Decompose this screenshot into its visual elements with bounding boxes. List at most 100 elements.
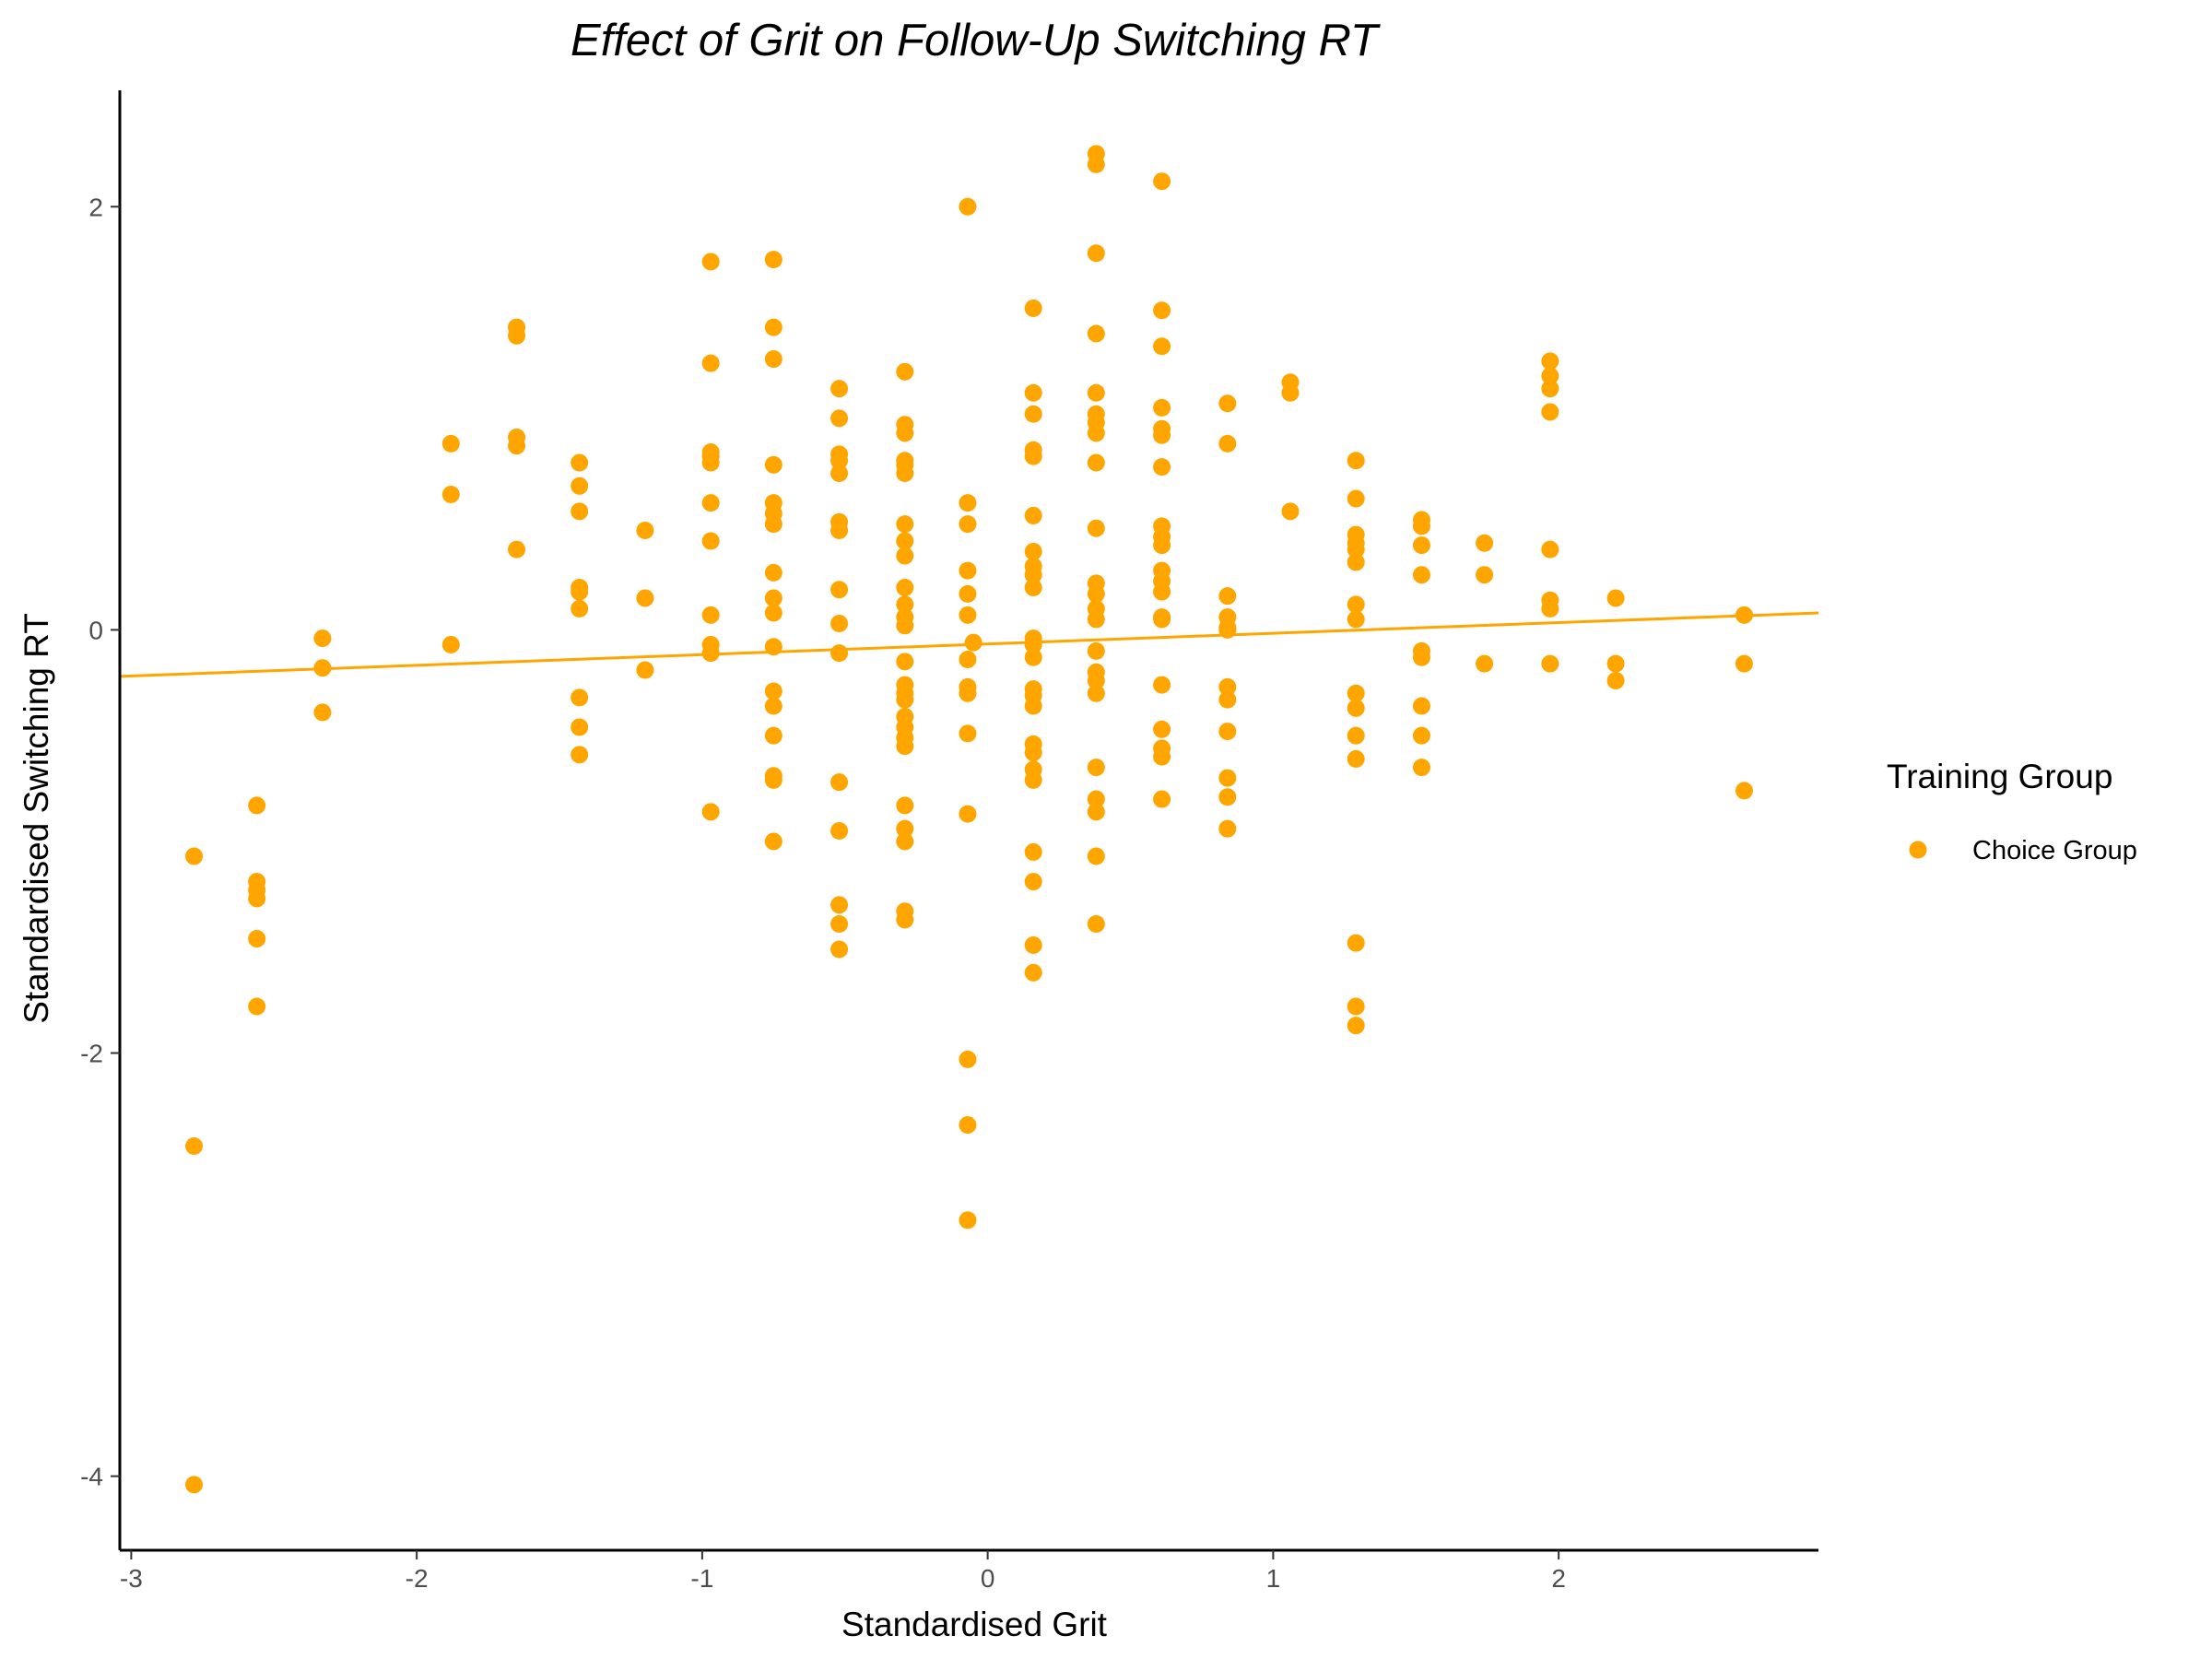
data-point (571, 746, 589, 764)
data-point (1087, 790, 1105, 808)
data-point (1153, 536, 1171, 555)
data-point (701, 253, 720, 271)
data-point (1153, 426, 1171, 444)
data-point (1218, 769, 1237, 787)
data-point (896, 653, 914, 671)
legend-label: Choice Group (1972, 836, 2137, 865)
data-point (830, 380, 849, 398)
data-points (185, 145, 1753, 1494)
data-point (830, 521, 849, 539)
y-tick-label: -4 (80, 1463, 103, 1491)
data-point (1218, 394, 1237, 413)
legend-title: Training Group (1887, 758, 2112, 795)
data-point (959, 1050, 977, 1068)
data-point (959, 684, 977, 702)
data-point (636, 661, 654, 679)
data-point (571, 502, 589, 521)
data-point (1087, 453, 1105, 472)
y-tick-label: 0 (88, 616, 103, 644)
data-point (1153, 458, 1171, 477)
data-point (959, 606, 977, 624)
data-point (1218, 788, 1237, 806)
y-axis-ticks: -4 -2 0 2 (80, 193, 120, 1491)
data-point (830, 644, 849, 663)
data-point (1218, 677, 1237, 696)
data-point (1606, 589, 1625, 607)
data-point (1153, 676, 1171, 694)
data-point (441, 635, 460, 653)
data-point (701, 606, 720, 624)
data-point (441, 485, 460, 503)
data-point (1087, 324, 1105, 343)
data-point (1735, 782, 1753, 800)
data-point (1347, 610, 1365, 629)
data-point (701, 803, 720, 821)
data-point (701, 494, 720, 512)
data-point (1024, 744, 1042, 762)
data-point (1347, 553, 1365, 571)
data-point (830, 581, 849, 599)
data-point (1087, 519, 1105, 537)
data-point (896, 532, 914, 550)
data-point (248, 889, 266, 908)
data-point (830, 409, 849, 428)
data-point (1024, 566, 1042, 584)
data-point (959, 805, 977, 823)
data-point (1153, 790, 1171, 808)
x-tick-label: 2 (1551, 1564, 1566, 1593)
data-point (1087, 641, 1105, 660)
data-point (959, 515, 977, 534)
data-point (830, 615, 849, 633)
data-point (830, 940, 849, 959)
data-point (1735, 654, 1753, 673)
data-point (1347, 699, 1365, 717)
data-point (1541, 380, 1559, 398)
data-point (1412, 517, 1430, 535)
data-point (1541, 599, 1559, 618)
data-point (248, 997, 266, 1016)
data-point (764, 771, 782, 789)
data-point (1024, 771, 1042, 789)
data-point (1412, 648, 1430, 666)
data-point (1347, 540, 1365, 559)
data-point (1153, 582, 1171, 601)
data-point (248, 930, 266, 948)
x-tick-label: 1 (1266, 1564, 1281, 1593)
data-point (896, 617, 914, 635)
data-point (896, 832, 914, 851)
data-point (830, 465, 849, 483)
data-point (764, 832, 782, 851)
data-point (1024, 383, 1042, 402)
data-point (1347, 489, 1365, 508)
data-point (571, 477, 589, 495)
data-point (896, 911, 914, 929)
data-point (571, 453, 589, 472)
data-point (764, 726, 782, 745)
data-point (1476, 534, 1494, 552)
data-point (1218, 690, 1237, 709)
data-point (1087, 759, 1105, 777)
data-point (1087, 803, 1105, 821)
data-point (1347, 684, 1365, 702)
data-point (1218, 434, 1237, 453)
data-point (1541, 367, 1559, 385)
data-point (1218, 587, 1237, 606)
data-point (1218, 723, 1237, 741)
data-point (1087, 914, 1105, 933)
data-point (959, 494, 977, 512)
legend-entries: Choice Group (1909, 836, 2137, 865)
data-point (1087, 584, 1105, 603)
data-point (1281, 383, 1300, 402)
data-point (1024, 405, 1042, 423)
data-point (1153, 610, 1171, 629)
data-point (1476, 566, 1494, 584)
data-point (1412, 536, 1430, 555)
data-point (896, 595, 914, 614)
data-point (1024, 578, 1042, 596)
data-point (313, 629, 332, 648)
data-point (636, 521, 654, 539)
legend-key (1909, 841, 1927, 859)
data-point (1347, 934, 1365, 952)
data-point (636, 589, 654, 607)
data-point (248, 796, 266, 815)
